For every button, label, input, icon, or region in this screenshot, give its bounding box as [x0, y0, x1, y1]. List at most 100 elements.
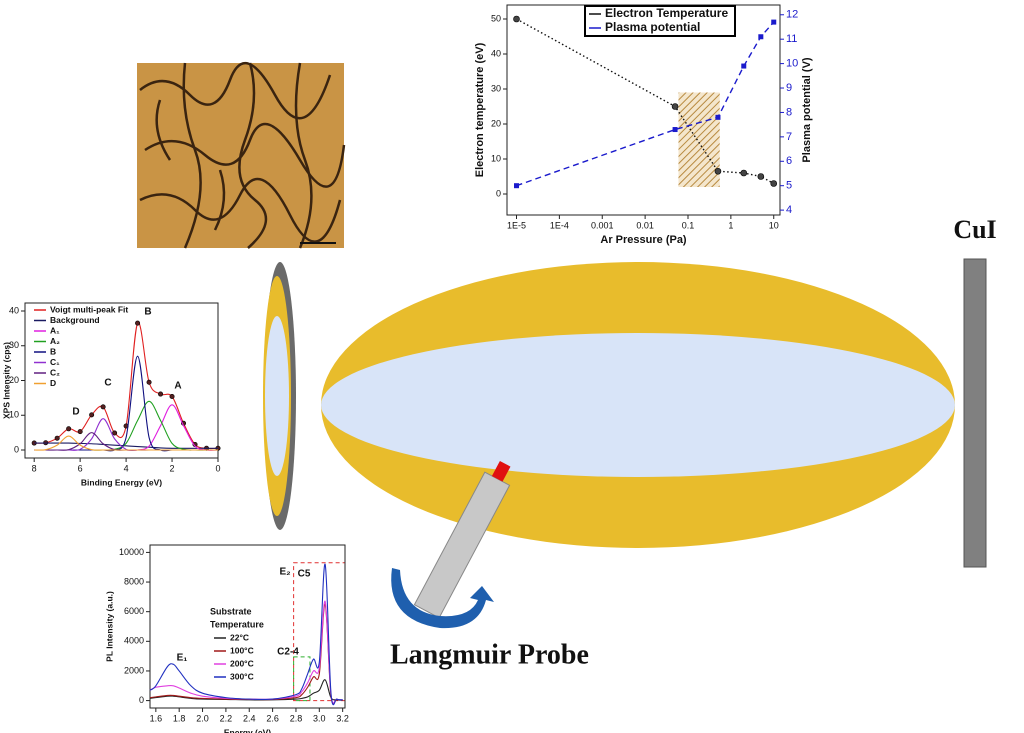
langmuir-probe: [413, 460, 511, 619]
x-tick-label: 2.4: [243, 713, 256, 723]
y2-tick-label: 8: [786, 106, 792, 118]
marker: [770, 180, 778, 187]
x-tick-label: 0: [215, 463, 220, 473]
annotation: C2-4: [277, 647, 299, 658]
y-tick-label: 30: [491, 83, 501, 93]
marker: [513, 15, 520, 23]
y-axis-label: PL Intensity (a.u.): [104, 591, 114, 662]
y2-tick-label: 12: [786, 9, 798, 21]
marker: [169, 393, 175, 399]
marker: [715, 114, 721, 120]
y-tick-label: 2000: [124, 665, 144, 675]
y2-tick-label: 5: [786, 180, 792, 192]
y-tick-label: 20: [491, 118, 501, 128]
legend-box: [584, 5, 736, 37]
annotation: E₁: [177, 653, 188, 664]
marker: [741, 63, 747, 69]
legend-label: Voigt multi-peak Fit: [50, 304, 128, 314]
annotation: D: [72, 407, 79, 418]
chart: 1E-5 1E-4 0.001 0.01 0.1 1 10 0 10 20 30 40 50 4 5 6 7 8 9…: [474, 4, 813, 246]
y-tick-label: 8000: [124, 576, 144, 586]
series-line: [149, 563, 343, 706]
y2-tick-label: 6: [786, 155, 792, 167]
x-tick-label: 10: [769, 220, 779, 230]
target: [963, 258, 987, 568]
marker: [671, 103, 679, 110]
x-tick-label: 6: [78, 463, 83, 473]
x-tick-label: 0.01: [636, 220, 654, 230]
annotation: C5: [298, 569, 311, 580]
x-axis-label: Energy (eV): [224, 727, 271, 733]
y-tick-label: 10: [491, 153, 501, 163]
marker: [757, 173, 765, 180]
x-tick-label: 1.8: [173, 713, 186, 723]
annotation: E₂: [279, 567, 290, 578]
x-tick-label: 2.8: [290, 713, 303, 723]
marker: [54, 435, 60, 441]
x-tick-label: 2.6: [266, 713, 279, 723]
annotation: A: [174, 381, 181, 392]
series-line: [516, 21, 775, 187]
legend-label: 300°C: [230, 671, 254, 681]
y2-tick-label: 9: [786, 82, 792, 94]
probe-label: Langmuir Probe: [390, 639, 589, 670]
y-tick-label: 0: [496, 188, 501, 198]
plasma: [321, 262, 955, 548]
legend-label: C₂: [50, 367, 60, 377]
lens: [263, 262, 296, 530]
marker: [740, 169, 748, 177]
x-tick-label: 2.0: [196, 713, 209, 723]
arrow: [391, 568, 494, 629]
series-line: [516, 18, 775, 185]
y-tick-label: 4000: [124, 636, 144, 646]
x-tick-label: 1.6: [150, 713, 163, 723]
chart: 1.6 1.8 2.0 2.2 2.4 2.6 2.8 3.0 3.2 0 2000 4000 6000…: [104, 544, 349, 733]
marker: [514, 183, 520, 189]
legend-label: A₁: [50, 325, 60, 335]
y-tick-label: 10000: [119, 547, 144, 557]
x-tick-label: 4: [124, 463, 129, 473]
marker: [672, 127, 678, 133]
x-tick-label: 3.2: [336, 713, 349, 723]
x-tick-label: 0.001: [591, 220, 614, 230]
x-tick-label: 8: [32, 463, 37, 473]
x-tick-label: 3.0: [313, 713, 326, 723]
marker: [714, 167, 722, 175]
series-line: [34, 322, 219, 450]
y-tick-label: 10: [9, 410, 19, 420]
target-label: CuI: [953, 215, 996, 244]
marker: [112, 430, 118, 436]
marker: [771, 19, 777, 25]
y-tick-label: 0: [139, 695, 144, 705]
x-tick-label: 1: [728, 220, 733, 230]
legend-title: Temperature: [210, 619, 264, 629]
legend-title: Substrate: [210, 606, 252, 616]
y-tick-label: 50: [491, 13, 501, 23]
y-tick-label: 40: [9, 305, 19, 315]
y-axis-label: Electron temperature (eV): [474, 42, 486, 177]
marker: [66, 426, 72, 432]
marker: [158, 391, 164, 397]
x-tick-label: 0.1: [682, 220, 695, 230]
marker: [77, 429, 83, 435]
x-tick-label: 2: [170, 463, 175, 473]
y-tick-label: 40: [491, 48, 501, 58]
y-tick-label: 6000: [124, 606, 144, 616]
y-tick-label: 20: [9, 375, 19, 385]
x-tick-label: 2.2: [220, 713, 233, 723]
y2-tick-label: 11: [786, 33, 797, 45]
marker: [89, 412, 95, 418]
legend-label: Background: [50, 315, 100, 325]
marker: [146, 379, 152, 385]
marker: [100, 404, 106, 410]
marker: [135, 320, 141, 326]
y-tick-label: 0: [14, 444, 19, 454]
series-line: [149, 679, 343, 701]
marker: [758, 34, 764, 40]
x-tick-label: 1E-4: [550, 220, 569, 230]
legend-label: Plasma potential: [605, 20, 700, 34]
legend-label: D: [50, 378, 56, 388]
legend-label: 200°C: [230, 658, 254, 668]
legend-label: B: [50, 346, 56, 356]
